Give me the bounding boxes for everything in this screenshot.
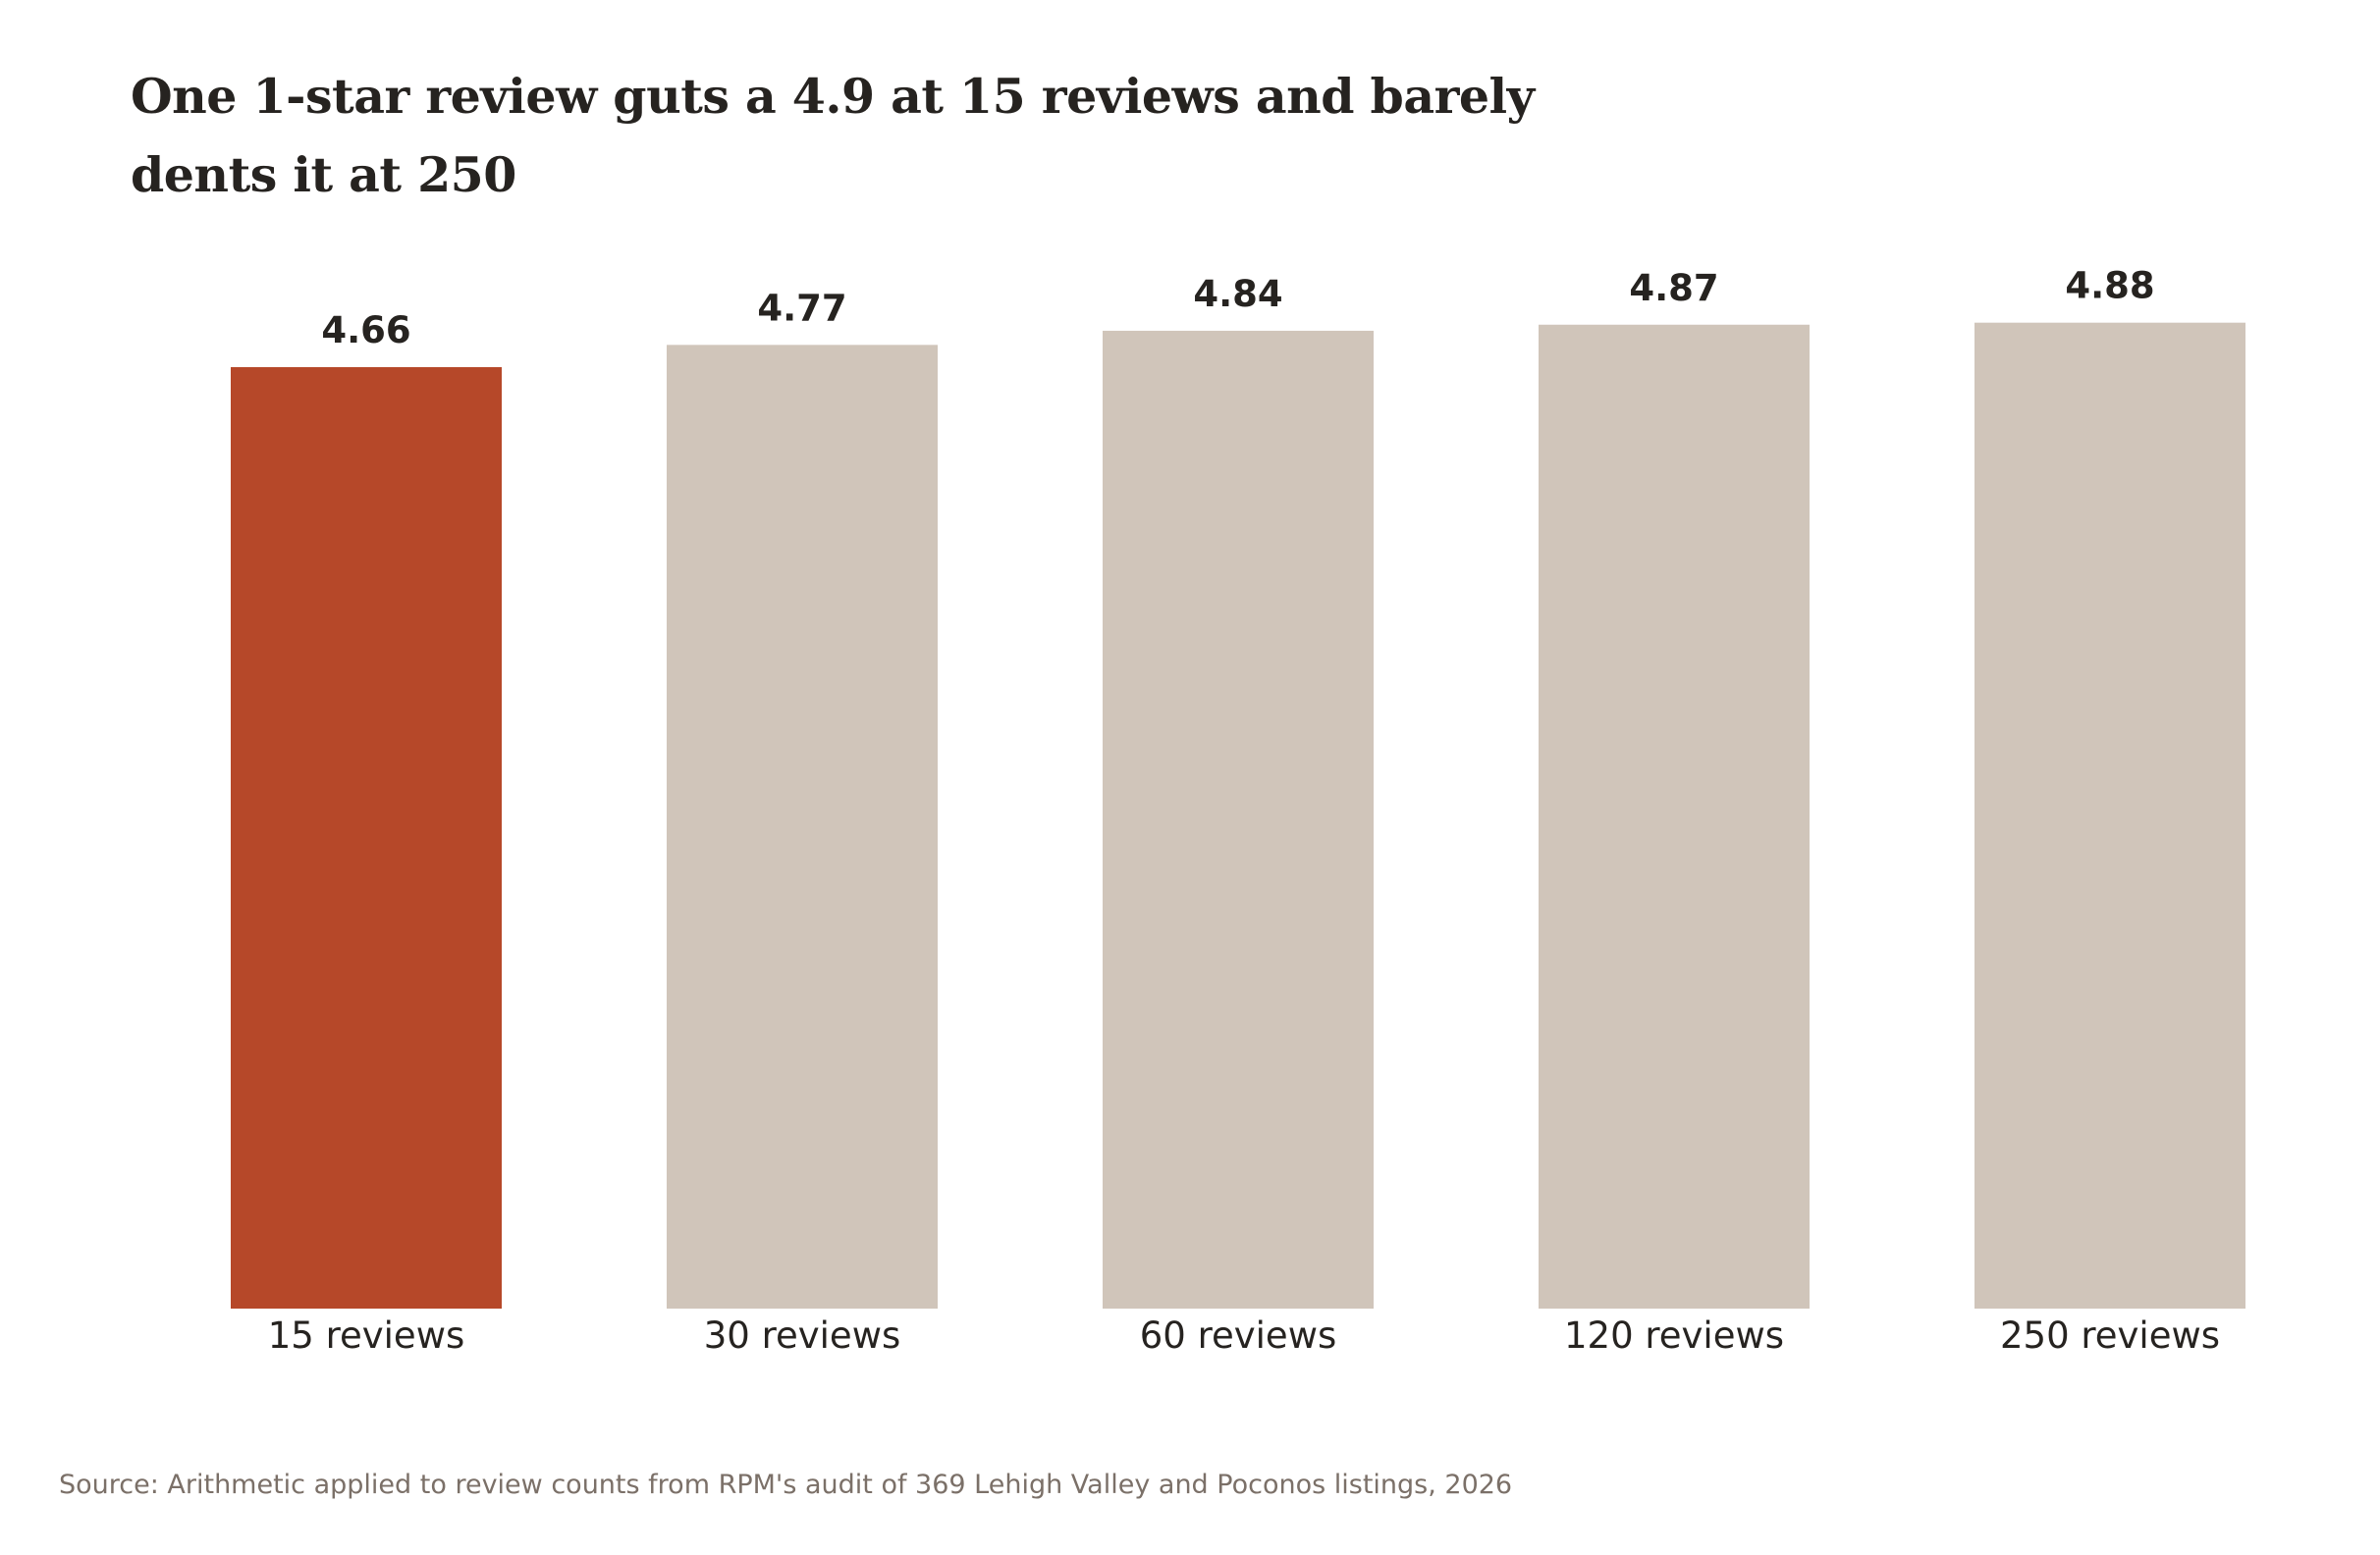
value-label-1: 4.66 <box>321 309 410 351</box>
value-label-2: 4.77 <box>757 287 846 329</box>
bar-1 <box>231 366 502 1309</box>
bar-5 <box>1974 322 2245 1309</box>
x-tick-labels-group: 15 reviews 30 reviews 60 reviews 120 review… <box>268 1314 2220 1357</box>
value-label-4: 4.87 <box>1629 267 1718 309</box>
bars-group <box>231 322 2245 1310</box>
bar-4 <box>1539 324 1810 1309</box>
bar-2 <box>667 345 938 1310</box>
bar-3 <box>1103 330 1374 1310</box>
value-labels-group: 4.66 4.77 4.84 4.87 4.88 <box>321 265 2154 351</box>
value-label-3: 4.84 <box>1193 273 1282 315</box>
value-label-5: 4.88 <box>2065 265 2154 307</box>
x-tick-label-2: 30 reviews <box>704 1314 900 1357</box>
x-tick-label-5: 250 reviews <box>2000 1314 2220 1357</box>
source-note: Source: Arithmetic applied to review cou… <box>59 1470 1513 1500</box>
x-tick-label-4: 120 reviews <box>1564 1314 1784 1357</box>
chart-title: One 1-star review guts a 4.9 at 15 revie… <box>131 68 1535 203</box>
x-tick-label-1: 15 reviews <box>268 1314 464 1357</box>
x-tick-label-3: 60 reviews <box>1140 1314 1336 1357</box>
